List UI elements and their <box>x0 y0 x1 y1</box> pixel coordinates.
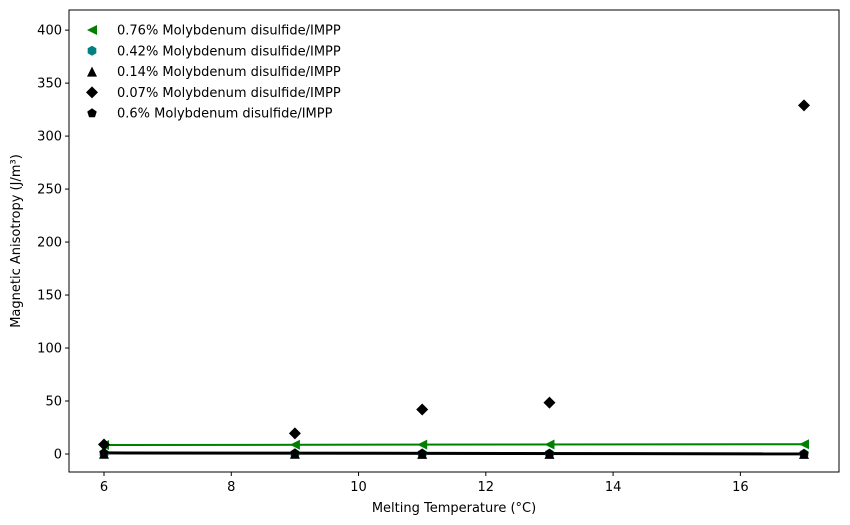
legend-label: 0.6% Molybdenum disulfide/IMPP <box>117 107 333 122</box>
data-point-series-3 <box>543 396 556 409</box>
legend: 0.76% Molybdenum disulfide/IMPP 0.42% Mol… <box>86 24 341 122</box>
y-axis-label: Magnetic Anisotropy (J/m³) <box>9 154 24 328</box>
fit-line-series-0 <box>103 443 805 446</box>
fit-line-series-4 <box>103 451 805 456</box>
legend-marker-4 <box>87 108 97 118</box>
y-tick-label: 400 <box>37 24 62 39</box>
data-point-series-0 <box>417 439 428 450</box>
x-tick-label: 12 <box>478 480 495 495</box>
y-axis-ticks: 0 50 100 150 200 250 300 350 400 <box>37 24 69 462</box>
y-tick-label: 50 <box>45 395 62 410</box>
y-tick-label: 200 <box>37 236 62 251</box>
plot-frame <box>68 9 840 473</box>
data-point-series-4 <box>99 447 109 457</box>
data-point-series-3 <box>98 438 110 451</box>
fit-lines <box>103 443 805 456</box>
data-point-series-4 <box>417 448 427 458</box>
legend-marker-2 <box>87 66 97 77</box>
legend-label: 0.76% Molybdenum disulfide/IMPP <box>117 24 341 39</box>
y-tick-label: 300 <box>37 130 62 145</box>
x-axis-label: Melting Temperature (°C) <box>372 501 536 516</box>
data-point-series-4 <box>799 448 809 458</box>
x-axis-ticks: 6 8 10 12 14 16 <box>100 472 749 495</box>
data-points <box>98 99 810 459</box>
legend-label: 0.14% Molybdenum disulfide/IMPP <box>117 65 341 80</box>
y-tick-label: 150 <box>37 289 62 304</box>
y-tick-label: 100 <box>37 342 62 357</box>
legend-marker-0 <box>87 25 97 35</box>
data-point-series-3 <box>416 403 429 416</box>
data-point-series-0 <box>289 439 300 450</box>
y-tick-label: 0 <box>54 447 62 462</box>
legend-label: 0.07% Molybdenum disulfide/IMPP <box>117 86 341 101</box>
legend-marker-3 <box>86 86 98 99</box>
data-point-series-0 <box>544 439 555 450</box>
x-tick-label: 14 <box>605 480 622 495</box>
data-point-series-4 <box>544 448 555 458</box>
x-tick-label: 8 <box>227 480 235 495</box>
data-point-series-3 <box>288 427 301 440</box>
y-tick-label: 350 <box>37 77 62 92</box>
data-point-series-4 <box>290 448 300 458</box>
x-tick-label: 6 <box>100 480 108 495</box>
y-tick-label: 250 <box>37 183 62 198</box>
legend-label: 0.42% Molybdenum disulfide/IMPP <box>117 44 341 59</box>
x-tick-label: 10 <box>350 480 367 495</box>
x-tick-label: 16 <box>732 480 749 495</box>
data-point-series-3 <box>798 99 810 112</box>
data-point-series-0 <box>799 439 809 450</box>
legend-marker-1 <box>87 45 97 56</box>
